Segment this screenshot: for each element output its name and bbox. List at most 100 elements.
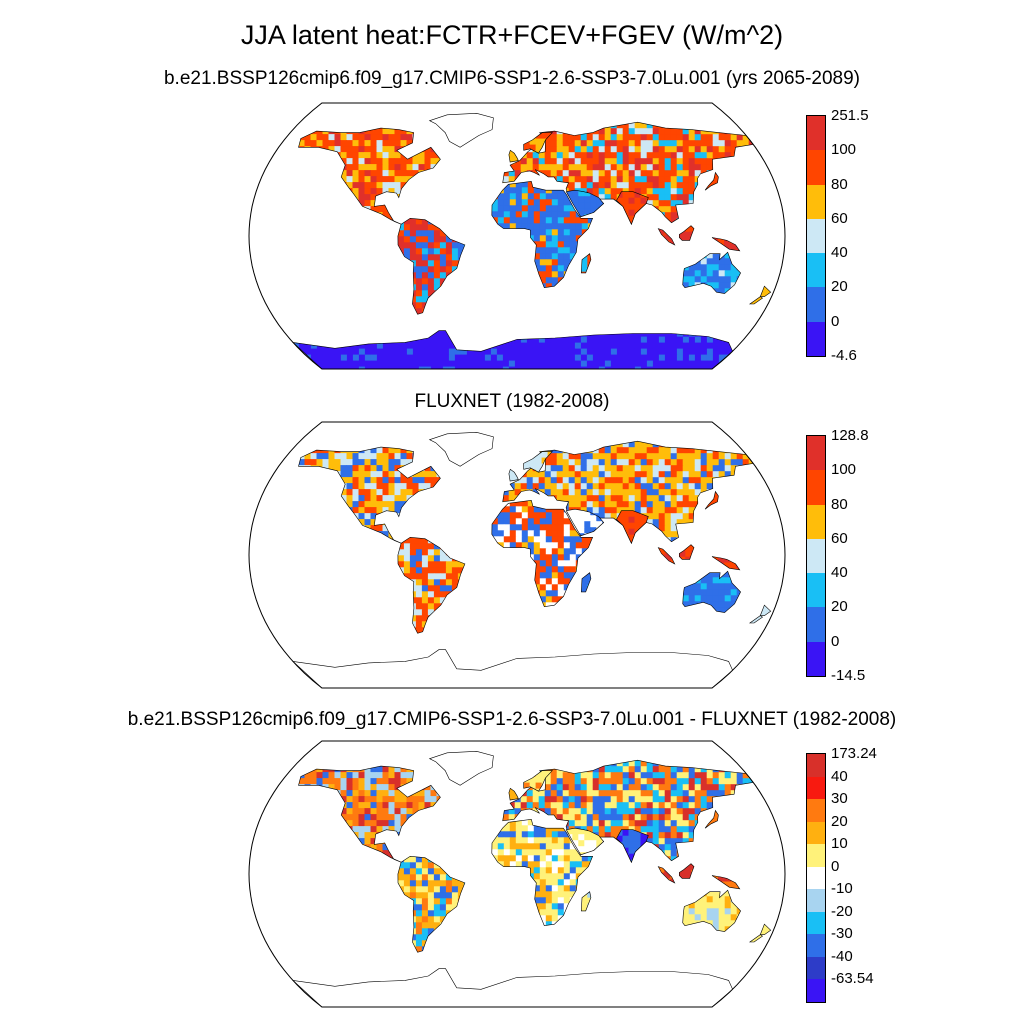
colorbar-1-tick-label: 0 (831, 312, 840, 330)
coastline (616, 829, 649, 863)
coastline (748, 615, 764, 624)
coastline (428, 431, 494, 467)
colorbar-1-tick-label: -4.6 (831, 347, 857, 364)
colorbar-2-swatch (807, 538, 825, 574)
colorbar-1-tick-label: 60 (831, 209, 848, 227)
map-outline (248, 740, 786, 1008)
coastline (523, 770, 553, 792)
coastline (508, 787, 519, 801)
colorbar-3-swatch (807, 889, 825, 912)
coastline (759, 923, 772, 935)
panel-3-title: b.e21.BSSP126cmip6.f09_g17.CMIP6-SSP1-2.… (127, 709, 897, 730)
panel-2-map (248, 421, 786, 689)
landmass-greenland (429, 432, 494, 467)
colorbar-3-tick-label: -10 (831, 880, 853, 898)
coastline (291, 330, 733, 370)
coastline (704, 490, 719, 510)
landmass-nz2 (749, 934, 763, 942)
colorbar-3-tick-label: 10 (831, 835, 848, 853)
coastline (657, 228, 676, 246)
colorbar-2-swatch (807, 573, 825, 608)
colorbar-1-swatch (807, 321, 825, 356)
colorbar-1-swatch (807, 116, 825, 151)
coastline (704, 809, 719, 829)
colorbar-3-tick-label: 0 (831, 857, 840, 875)
coastline (657, 547, 676, 565)
colorbar-3-tick-label: 40 (831, 767, 848, 785)
coastline (291, 649, 733, 689)
coastline (616, 191, 649, 225)
landmass-madagascar (581, 572, 591, 592)
coastline (291, 968, 733, 1008)
colorbar-2-tick-label: 60 (831, 529, 848, 547)
colorbar-2-tick-label: 100 (831, 461, 857, 479)
colorbar-2-tick-label: 40 (831, 564, 848, 582)
coastline (682, 889, 741, 932)
coastline (679, 863, 695, 879)
figure-title: JJA latent heat:FCTR+FCEV+FGEV (W/m^2) (240, 20, 784, 50)
colorbar-2-swatch (807, 641, 825, 676)
coastline (491, 499, 594, 608)
colorbar-3-swatch (807, 844, 825, 867)
coastline (491, 818, 594, 927)
colorbar-3-swatch (807, 979, 825, 1002)
colorbar-2-swatch (807, 470, 825, 505)
map-outline (248, 102, 786, 370)
coastline (748, 296, 764, 305)
colorbar-3-swatch (807, 754, 825, 777)
coastline (711, 556, 741, 571)
coastline (397, 536, 466, 634)
colorbar-1-swatch (807, 150, 825, 185)
colorbar-3-swatch (807, 799, 825, 822)
landmass-greenland (429, 751, 494, 786)
landmass-samerica (397, 856, 465, 953)
coastline (679, 225, 695, 241)
panel-3-colorbar (806, 753, 826, 1003)
panel-3-map (248, 740, 786, 1008)
colorbar-1-tick-label: 80 (831, 175, 848, 193)
coastline (565, 189, 605, 218)
coastline (580, 572, 592, 593)
colorbar-1-tick-label: 251.5 (831, 107, 869, 124)
colorbar-1-swatch (807, 184, 825, 219)
colorbar-2-tick-label: 80 (831, 495, 848, 513)
landmass-namerica (298, 447, 441, 544)
colorbar-1-tick-label: 20 (831, 278, 848, 296)
panel-1-colorbar (806, 115, 826, 357)
panel-1-map (248, 102, 786, 370)
colorbar-3-tick-label: -40 (831, 947, 853, 965)
landmass-greenland (429, 113, 494, 148)
coastline (428, 750, 494, 786)
coastline (616, 510, 649, 544)
colorbar-3-swatch (807, 776, 825, 800)
landmass-nz2 (749, 296, 763, 304)
landmass-borneo (679, 225, 694, 241)
colorbar-1-tick-label: 100 (831, 141, 857, 159)
map-outline (248, 421, 786, 689)
landmass-antarctica (292, 330, 733, 369)
coastline (704, 171, 719, 191)
coastline (759, 285, 772, 297)
colorbar-3-swatch (807, 866, 825, 890)
colorbar-2-tick-label: 20 (831, 598, 848, 616)
coastline (682, 570, 741, 613)
landmass-borneo (679, 544, 694, 560)
landmass-borneo (679, 863, 694, 879)
colorbar-3-tick-label: 30 (831, 790, 848, 808)
coastline (491, 180, 594, 289)
coastline (298, 446, 441, 544)
colorbar-1-swatch (807, 253, 825, 288)
colorbar-3-tick-label: -30 (831, 925, 853, 943)
colorbar-2-swatch (807, 607, 825, 642)
colorbar-3-tick-label: -20 (831, 902, 853, 920)
panel-1-title: b.e21.BSSP126cmip6.f09_g17.CMIP6-SSP1-2.… (163, 68, 861, 89)
landmass-namerica (298, 766, 441, 863)
landmass-samerica (397, 218, 465, 315)
panel-2-colorbar (806, 435, 826, 677)
coastline (682, 251, 741, 294)
coastline (711, 875, 741, 890)
colorbar-2-tick-label: -14.5 (831, 667, 866, 684)
coastline (428, 112, 494, 148)
coastline (565, 827, 605, 856)
landmass-namerica (298, 128, 441, 225)
